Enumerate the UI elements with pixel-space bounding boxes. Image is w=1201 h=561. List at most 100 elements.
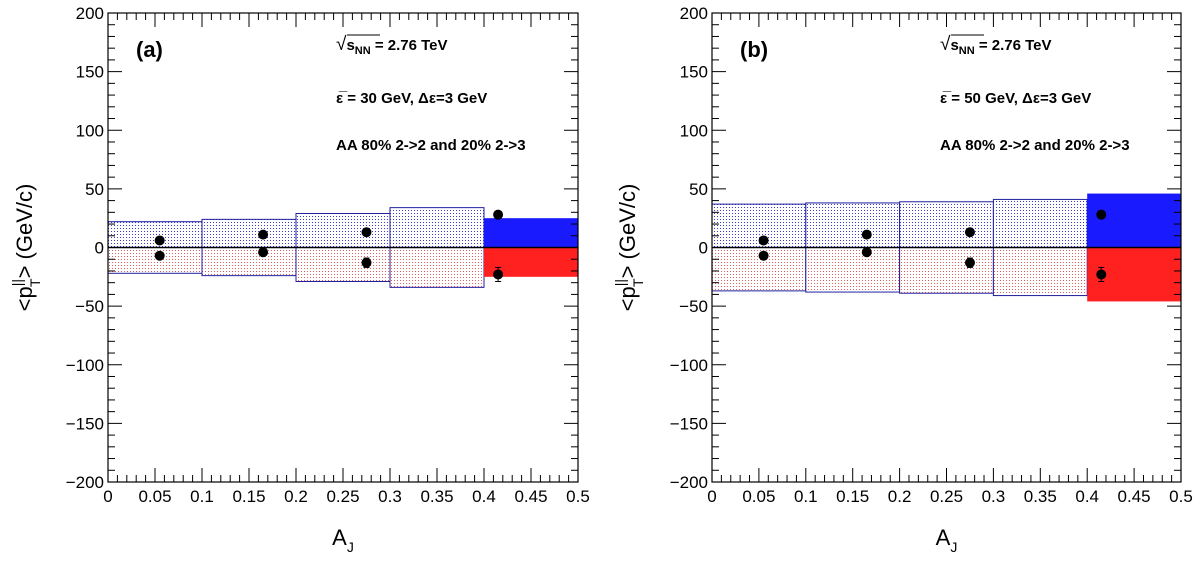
x-tick-label: 0.5 (566, 487, 590, 506)
energy-var: s (346, 37, 354, 54)
x-tick-label: 0.3 (378, 487, 402, 506)
x-tick-label: 0.15 (232, 487, 265, 506)
energy-sub: NN (355, 45, 371, 57)
y-axis-title-pre: <p (615, 286, 640, 311)
band-upper-4 (1087, 193, 1181, 248)
band-upper-1 (202, 219, 296, 248)
y-tick-label: −100 (670, 356, 708, 375)
y-axis-title-sub: T (630, 278, 646, 287)
x-axis-title-main: A (936, 525, 951, 550)
x-tick-label: 0.1 (190, 487, 214, 506)
data-point-s1-0 (154, 250, 165, 261)
data-point-s0-2 (964, 227, 975, 238)
y-axis-title: <p|| T> (GeV/c) (9, 184, 43, 312)
data-point-s0-0 (154, 235, 165, 246)
y-tick-label: −150 (670, 414, 708, 433)
energy-value: = 2.76 TeV (371, 37, 448, 54)
energy-var: s (950, 37, 958, 54)
band-upper-2 (899, 201, 994, 248)
band-lower-2 (296, 247, 390, 282)
data-point-s1-3 (493, 269, 504, 280)
x-tick-label: 0.2 (888, 487, 912, 506)
x-tick-label: 0.1 (794, 487, 818, 506)
y-tick-label: −100 (66, 356, 104, 375)
x-axis-title-main: A (332, 525, 347, 550)
y-axis-title-post: > (GeV/c) (12, 184, 37, 279)
data-point-s1-0 (758, 250, 769, 261)
y-tick-label: 100 (680, 121, 708, 140)
data-point-s1-1 (861, 247, 872, 258)
x-axis-title-sub: J (950, 539, 957, 555)
band-upper-0 (108, 221, 202, 248)
x-tick-label: 0.4 (472, 487, 496, 506)
x-axis-title: AJ (332, 525, 354, 555)
band-upper-3 (993, 199, 1088, 248)
x-tick-label: 0.05 (742, 487, 775, 506)
data-point-s1-2 (964, 257, 975, 268)
data-point-s0-3 (493, 209, 504, 220)
y-axis-title-pre: <p (12, 286, 37, 311)
y-tick-label: 100 (76, 121, 104, 140)
y-axis-title-sub: T (27, 278, 43, 287)
data-point-s1-1 (258, 247, 269, 258)
y-axis-title-post: > (GeV/c) (615, 184, 640, 279)
y-axis-title: <p|| T> (GeV/c) (612, 184, 646, 312)
band-lower-3 (390, 247, 484, 288)
x-tick-label: 0.45 (1118, 487, 1151, 506)
y-axis-title-sup: || (612, 279, 628, 286)
energy-annotation: √sNN = 2.76 TeV (940, 34, 1052, 57)
band-upper-3 (390, 207, 484, 248)
y-tick-label: −50 (679, 297, 708, 316)
panel-label: (b) (740, 37, 768, 62)
band-lower-3 (993, 247, 1088, 296)
x-tick-label: 0.2 (284, 487, 308, 506)
band-upper-1 (805, 202, 900, 248)
process-annotation: AA 80% 2->2 and 20% 2->3 (336, 137, 526, 154)
y-tick-label: 0 (95, 239, 104, 258)
energy-sub: NN (959, 45, 975, 57)
y-axis-title-sup: || (9, 279, 25, 286)
band-upper-2 (296, 213, 390, 248)
x-tick-label: 0 (707, 487, 716, 506)
y-tick-label: 200 (680, 4, 708, 23)
panel-a: −200 −150 −100 −50 0 50 100 150 200 0 0.05 0.1 0.15 0… (9, 4, 590, 555)
y-tick-label: 150 (680, 63, 708, 82)
band-lower-0 (108, 247, 202, 274)
y-tick-label: −200 (670, 473, 708, 492)
x-tick-label: 0.05 (138, 487, 171, 506)
sqrt-symbol: √ (336, 34, 347, 55)
band-lower-2 (899, 247, 994, 294)
band-lower-1 (202, 247, 296, 276)
panel-label: (a) (136, 37, 163, 62)
y-tick-label: −150 (66, 414, 104, 433)
data-point-s1-3 (1096, 269, 1107, 280)
y-tick-label: 150 (76, 63, 104, 82)
process-annotation: AA 80% 2->2 and 20% 2->3 (940, 137, 1130, 154)
x-tick-label: 0.3 (982, 487, 1006, 506)
y-tick-label: 200 (76, 4, 104, 23)
panel-b: −200 −150 −100 −50 0 50 100 150 200 0 0.05 0.1 0.15 0… (612, 4, 1193, 555)
x-tick-label: 0.5 (1169, 487, 1193, 506)
x-tick-label: 0.4 (1075, 487, 1099, 506)
epsilon-annotation: ε̅ = 50 GeV, Δε=3 GeV (940, 90, 1091, 107)
band-lower-1 (805, 247, 900, 293)
x-axis-title: AJ (936, 525, 958, 555)
x-tick-label: 0.35 (420, 487, 453, 506)
y-tick-label: 50 (689, 180, 708, 199)
y-tick-label: 0 (699, 239, 708, 258)
energy-value: = 2.76 TeV (975, 37, 1052, 54)
y-tick-label: 50 (85, 180, 104, 199)
y-tick-label: −200 (66, 473, 104, 492)
y-tick-label: −50 (75, 297, 104, 316)
x-tick-label: 0.15 (836, 487, 869, 506)
x-tick-label: 0.25 (930, 487, 963, 506)
data-point-s0-2 (361, 227, 372, 238)
data-point-s0-0 (758, 235, 769, 246)
epsilon-annotation: ε̅ = 30 GeV, Δε=3 GeV (336, 90, 487, 107)
x-tick-label: 0.35 (1024, 487, 1057, 506)
energy-annotation: √sNN = 2.76 TeV (336, 34, 448, 57)
x-tick-label: 0.45 (514, 487, 547, 506)
x-tick-label: 0 (103, 487, 112, 506)
data-point-s0-1 (861, 229, 872, 240)
